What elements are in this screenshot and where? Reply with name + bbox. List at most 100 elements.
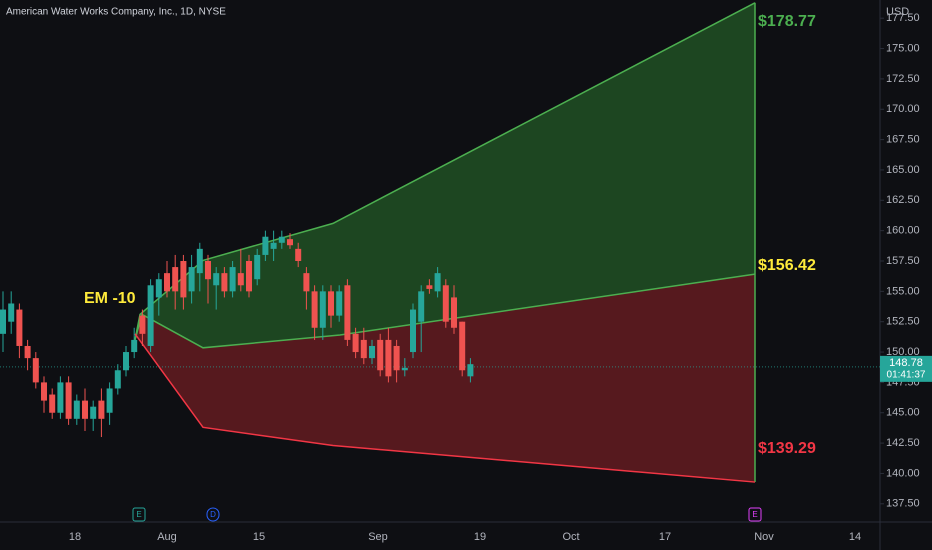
candle-body (262, 236, 269, 255)
candle-body (336, 291, 343, 316)
candle-body (434, 273, 441, 292)
candle-body (246, 261, 252, 292)
candle-body (172, 267, 179, 292)
x-tick-label: Aug (157, 531, 177, 543)
candle-body (82, 400, 88, 419)
em-upper-line (134, 2, 756, 341)
candle-body (139, 315, 146, 334)
last-price-tag (880, 355, 932, 382)
candle-body (401, 367, 408, 371)
y-tick-label: 137.50 (886, 498, 920, 510)
candle-body (49, 394, 56, 413)
y-tick-label: 177.50 (886, 12, 920, 24)
y-tick-label: 150.00 (886, 346, 920, 358)
em-label: EM -10 (84, 290, 136, 307)
candle-body (221, 273, 228, 292)
candle-body (147, 285, 154, 346)
candle-body (0, 309, 6, 334)
y-tick-label: 145.00 (886, 407, 920, 419)
y-tick-label: 175.00 (886, 42, 920, 54)
em-lower-zone (135, 274, 755, 483)
event-marker (748, 507, 762, 522)
y-tick-label: 160.00 (886, 225, 920, 237)
candle-body (295, 248, 302, 261)
event-label: E (136, 510, 141, 519)
candle-body (459, 321, 466, 371)
candle-body (418, 291, 425, 322)
y-tick-label: 162.50 (886, 194, 920, 206)
y-tick-label: 170.00 (886, 103, 920, 115)
x-tick-label: 19 (474, 531, 486, 543)
countdown-label: 01:41:37 (887, 369, 926, 380)
candle-body (303, 273, 310, 292)
candle-body (344, 285, 351, 340)
candle-body (270, 242, 277, 249)
candle-body (451, 297, 457, 328)
em-level-label: $139.29 (758, 440, 816, 457)
candle-body (385, 339, 392, 377)
em-lower-line (134, 333, 756, 483)
candle-body (205, 261, 211, 280)
candle-body (442, 285, 449, 322)
candle-body (254, 254, 261, 280)
x-tick-label: Oct (562, 531, 579, 543)
candle-body (328, 291, 334, 316)
candle-body (123, 352, 129, 371)
candle-body (164, 273, 170, 292)
candle-body (213, 273, 220, 286)
chart-title: American Water Works Company, Inc., 1D, … (6, 7, 226, 18)
event-marker (206, 507, 220, 522)
currency-label: USD (886, 6, 909, 18)
candle-body (114, 370, 121, 389)
candle-body (32, 358, 39, 383)
candle-body (410, 309, 416, 353)
candle-body (131, 339, 138, 353)
candle-body (65, 382, 72, 419)
candle-body (196, 248, 203, 274)
x-tick-label: Nov (754, 531, 774, 543)
candle-body (369, 345, 375, 359)
candle-body (352, 333, 359, 353)
candle-body (73, 400, 80, 419)
candle-body (311, 291, 318, 328)
x-tick-label: 14 (849, 531, 861, 543)
y-tick-label: 165.00 (886, 164, 920, 176)
candle-body (237, 273, 244, 286)
em-level-label: $156.42 (758, 257, 816, 274)
event-marker (132, 507, 146, 522)
candle-body (180, 261, 187, 298)
candle-body (8, 303, 15, 322)
em-upper-zone (135, 2, 755, 348)
candle-body (106, 388, 113, 413)
y-tick-label: 140.00 (886, 467, 920, 479)
x-tick-label: 18 (69, 531, 81, 543)
y-tick-label: 167.50 (886, 134, 920, 146)
y-tick-label: 152.50 (886, 316, 920, 328)
candle-body (278, 236, 285, 243)
candle-body (287, 239, 293, 246)
x-tick-label: Sep (368, 531, 388, 543)
event-label: D (210, 510, 216, 519)
y-tick-label: 157.50 (886, 255, 920, 267)
candle-body (57, 382, 64, 413)
event-label: E (752, 510, 757, 519)
candle-body (467, 364, 474, 377)
candle-body (98, 400, 105, 419)
last-price-label: 148.78 (889, 357, 923, 369)
candle-body (90, 406, 97, 419)
candle-body (377, 339, 384, 371)
candle-body (229, 267, 236, 292)
y-tick-label: 142.50 (886, 437, 920, 449)
candle-body (319, 291, 326, 328)
x-tick-label: 17 (659, 531, 671, 543)
candle-body (155, 279, 162, 298)
candle-body (426, 285, 433, 289)
candle-body (393, 345, 400, 371)
candle-body (16, 309, 23, 346)
em-level-label: $178.77 (758, 13, 816, 30)
x-tick-label: 15 (253, 531, 265, 543)
candle-body (24, 345, 31, 359)
candle-body (360, 339, 367, 359)
candle-body (41, 382, 47, 401)
